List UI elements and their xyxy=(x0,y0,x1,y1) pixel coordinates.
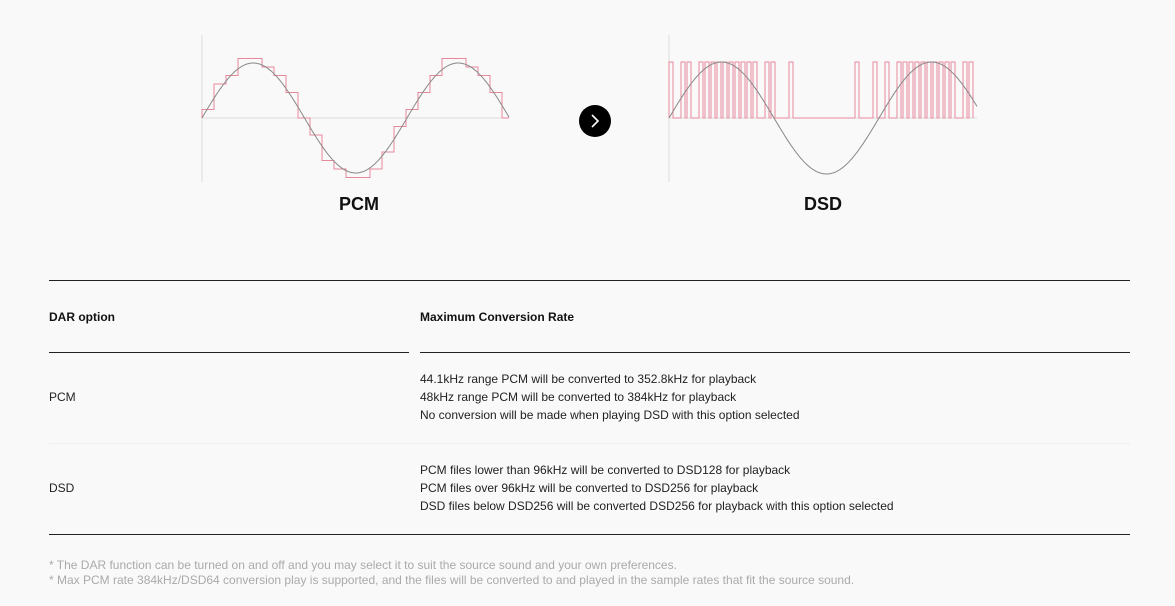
row-divider xyxy=(49,443,1130,444)
dsd-label: DSD xyxy=(803,194,843,214)
chevron-right-icon xyxy=(591,114,600,128)
pcm-sine-wave xyxy=(201,62,510,174)
dsd-pulse-signal xyxy=(668,61,974,119)
row-option: PCM xyxy=(49,390,76,404)
arrow-button xyxy=(579,105,611,137)
header-divider xyxy=(49,352,409,353)
row-line: PCM files lower than 96kHz will be conve… xyxy=(420,463,791,477)
pcm-label: PCM xyxy=(339,194,379,214)
row-line: 48kHz range PCM will be converted to 384… xyxy=(420,390,737,404)
footnote: * The DAR function can be turned on and … xyxy=(49,558,677,572)
header-dar-option: DAR option xyxy=(49,310,115,324)
row-line: No conversion will be made when playing … xyxy=(420,408,800,422)
row-line: DSD files below DSD256 will be converted… xyxy=(420,499,894,513)
table-top-border xyxy=(49,280,1130,281)
row-line: PCM files over 96kHz will be converted t… xyxy=(420,481,759,495)
header-max-conversion-rate: Maximum Conversion Rate xyxy=(420,310,575,324)
dsd-graph xyxy=(668,35,978,182)
dsd-sine-wave xyxy=(668,61,978,175)
pcm-step-signal xyxy=(201,58,509,178)
pcm-graph xyxy=(201,35,510,182)
header-divider xyxy=(420,352,1130,353)
footnote: * Max PCM rate 384kHz/DSD64 conversion p… xyxy=(49,573,855,587)
pcm-dsd-illustration xyxy=(201,35,978,182)
row-option: DSD xyxy=(49,481,75,495)
row-line: 44.1kHz range PCM will be converted to 3… xyxy=(420,372,757,386)
table-bottom-border xyxy=(49,534,1130,535)
